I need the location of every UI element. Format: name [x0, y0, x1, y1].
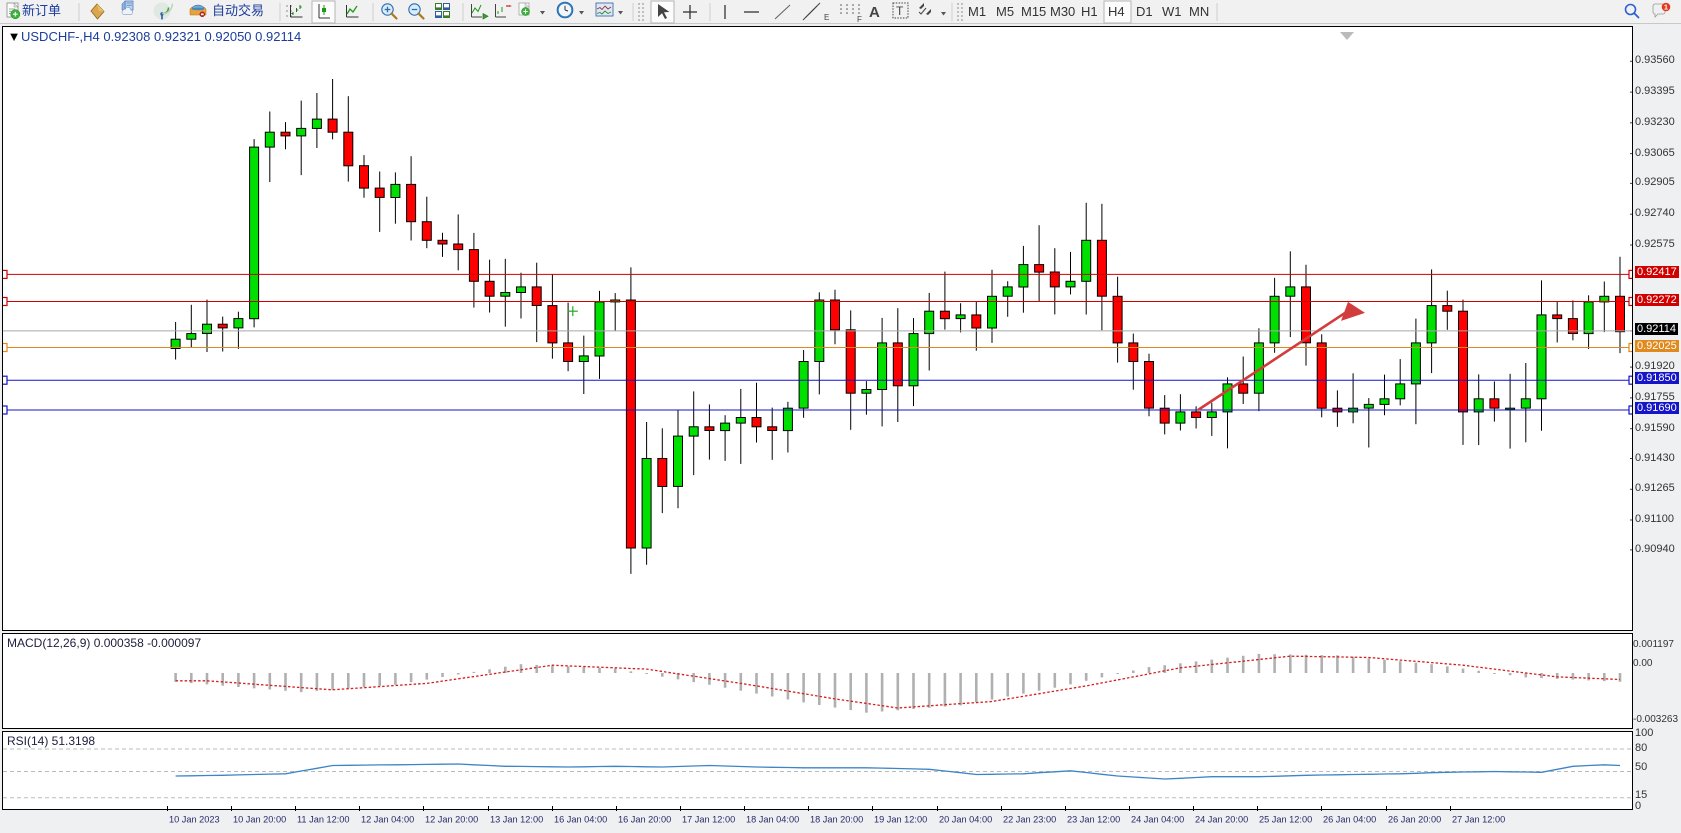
svg-text:W1: W1 — [1162, 4, 1182, 19]
svg-text:新订单: 新订单 — [22, 3, 61, 18]
svg-text:A: A — [869, 4, 880, 21]
svg-text:T: T — [896, 4, 904, 18]
svg-text:M15: M15 — [1021, 4, 1046, 19]
svg-text:H1: H1 — [1081, 4, 1098, 19]
svg-text:F: F — [857, 15, 862, 24]
svg-text:1: 1 — [1664, 3, 1668, 12]
svg-text:M30: M30 — [1050, 4, 1075, 19]
svg-text:D1: D1 — [1136, 4, 1153, 19]
svg-text:M5: M5 — [996, 4, 1014, 19]
svg-text:M1: M1 — [968, 4, 986, 19]
svg-text:H4: H4 — [1108, 4, 1125, 19]
svg-text:自动交易: 自动交易 — [212, 3, 264, 18]
svg-text:E: E — [824, 13, 829, 22]
svg-text:MN: MN — [1189, 4, 1209, 19]
